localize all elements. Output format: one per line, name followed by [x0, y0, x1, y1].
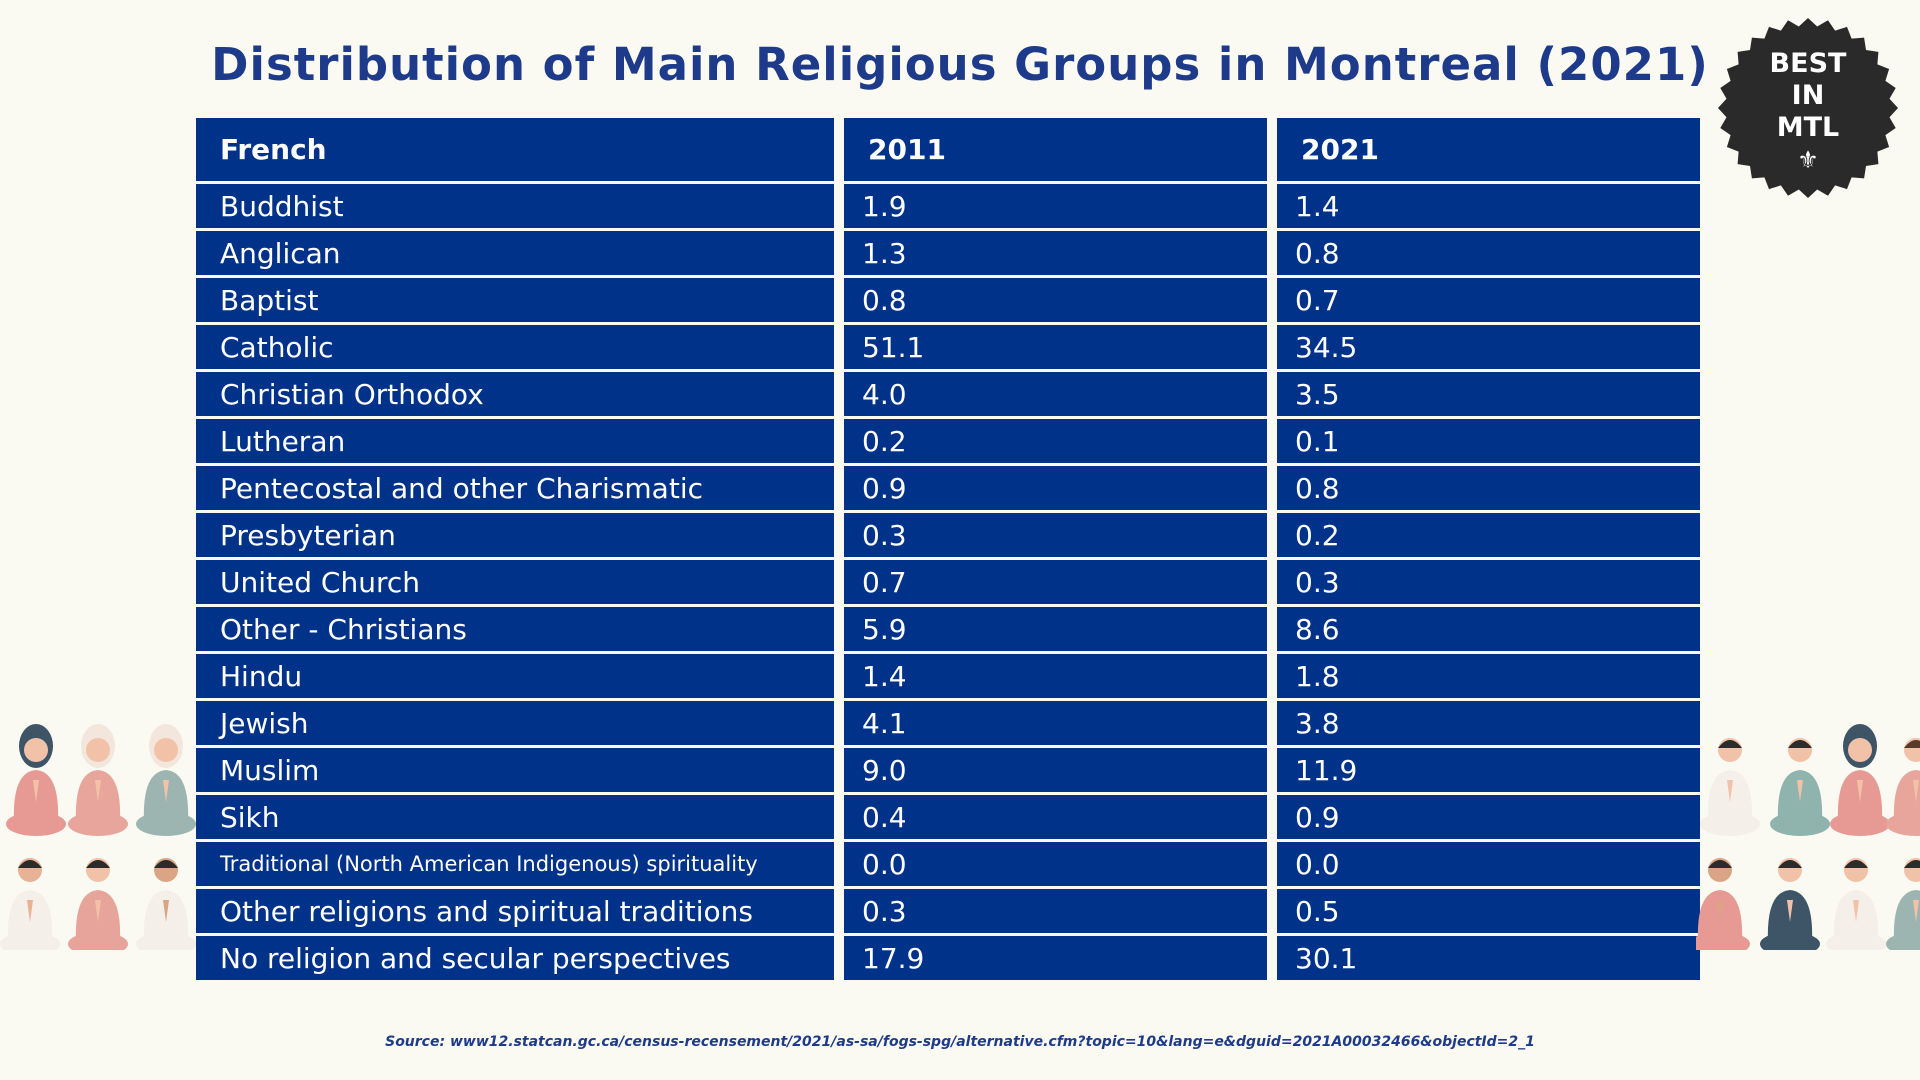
row-value-2011: 0.2: [844, 419, 1277, 466]
praying-person-icon: [1826, 858, 1886, 950]
row-value-2021: 3.8: [1277, 701, 1700, 748]
row-group-name: Sikh: [196, 795, 844, 842]
table-row: Muslim 9.0 11.9: [196, 748, 1700, 795]
row-value-2021: 0.0: [1277, 842, 1700, 889]
best-in-mtl-badge: BEST IN MTL ⚜: [1716, 16, 1900, 200]
row-value-2011: 0.7: [844, 560, 1277, 607]
page-title: Distribution of Main Religious Groups in…: [211, 38, 1709, 91]
row-value-2021: 0.3: [1277, 560, 1700, 607]
table-row: Buddhist 1.9 1.4: [196, 184, 1700, 231]
table-header-row: French 2011 2021: [196, 118, 1700, 184]
table-row: Hindu 1.4 1.8: [196, 654, 1700, 701]
row-value-2011: 4.1: [844, 701, 1277, 748]
row-value-2011: 9.0: [844, 748, 1277, 795]
row-value-2021: 11.9: [1277, 748, 1700, 795]
row-value-2011: 0.0: [844, 842, 1277, 889]
badge-line-2: IN: [1791, 80, 1825, 111]
praying-person-icon: [136, 724, 196, 836]
praying-person-icon: [1886, 738, 1920, 836]
row-group-name: Buddhist: [196, 184, 844, 231]
row-group-name: Baptist: [196, 278, 844, 325]
row-value-2011: 0.8: [844, 278, 1277, 325]
row-value-2011: 5.9: [844, 607, 1277, 654]
praying-people-illustration-right: [1696, 724, 1920, 950]
praying-person-icon: [1696, 858, 1750, 950]
praying-person-icon: [0, 858, 60, 950]
row-value-2011: 51.1: [844, 325, 1277, 372]
row-group-name: Muslim: [196, 748, 844, 795]
row-group-name: Anglican: [196, 231, 844, 278]
row-value-2021: 1.8: [1277, 654, 1700, 701]
row-value-2011: 4.0: [844, 372, 1277, 419]
table-row: Christian Orthodox 4.0 3.5: [196, 372, 1700, 419]
table-row: Catholic 51.1 34.5: [196, 325, 1700, 372]
row-value-2021: 0.5: [1277, 889, 1700, 936]
table-row: Baptist 0.8 0.7: [196, 278, 1700, 325]
row-value-2021: 3.5: [1277, 372, 1700, 419]
row-group-name: Other religions and spiritual traditions: [196, 889, 844, 936]
row-value-2011: 1.3: [844, 231, 1277, 278]
source-note: Source: www12.statcan.gc.ca/census-recen…: [385, 1034, 1535, 1050]
row-group-name: United Church: [196, 560, 844, 607]
badge-line-1: BEST: [1769, 48, 1847, 79]
row-group-name: No religion and secular perspectives: [196, 936, 844, 983]
header-french: French: [196, 118, 844, 184]
praying-person-icon: [136, 858, 196, 950]
religious-groups-table: French 2011 2021 Buddhist 1.9 1.4 Anglican 1…: [196, 118, 1700, 983]
row-value-2011: 1.4: [844, 654, 1277, 701]
row-group-name: Other - Christians: [196, 607, 844, 654]
header-2021: 2021: [1277, 118, 1700, 184]
row-group-name: Christian Orthodox: [196, 372, 844, 419]
row-value-2011: 0.3: [844, 889, 1277, 936]
table-row: Anglican 1.3 0.8: [196, 231, 1700, 278]
praying-person-icon: [1770, 738, 1830, 836]
row-value-2011: 0.9: [844, 466, 1277, 513]
praying-person-icon: [1830, 724, 1890, 836]
table-row: Pentecostal and other Charismatic 0.9 0.8: [196, 466, 1700, 513]
row-value-2021: 0.7: [1277, 278, 1700, 325]
fleur-de-lis-icon: ⚜: [1797, 146, 1819, 174]
header-2011: 2011: [844, 118, 1277, 184]
row-value-2011: 0.4: [844, 795, 1277, 842]
row-value-2021: 0.8: [1277, 466, 1700, 513]
row-group-name: Traditional (North American Indigenous) …: [196, 842, 844, 889]
row-value-2021: 1.4: [1277, 184, 1700, 231]
row-group-name: Lutheran: [196, 419, 844, 466]
praying-person-icon: [1700, 738, 1760, 836]
row-value-2021: 0.9: [1277, 795, 1700, 842]
row-value-2021: 0.1: [1277, 419, 1700, 466]
praying-person-icon: [1886, 858, 1920, 950]
row-value-2021: 0.8: [1277, 231, 1700, 278]
badge-text: BEST IN MTL: [1716, 48, 1900, 144]
praying-person-icon: [1760, 858, 1820, 950]
row-group-name: Jewish: [196, 701, 844, 748]
table-row: Presbyterian 0.3 0.2: [196, 513, 1700, 560]
table-row: Jewish 4.1 3.8: [196, 701, 1700, 748]
badge-seal-shape: [1718, 18, 1898, 198]
row-group-name: Catholic: [196, 325, 844, 372]
row-value-2011: 0.3: [844, 513, 1277, 560]
table-row: Lutheran 0.2 0.1: [196, 419, 1700, 466]
row-group-name: Hindu: [196, 654, 844, 701]
row-group-name: Presbyterian: [196, 513, 844, 560]
table-row: United Church 0.7 0.3: [196, 560, 1700, 607]
row-value-2021: 30.1: [1277, 936, 1700, 983]
table-row: Other - Christians 5.9 8.6: [196, 607, 1700, 654]
praying-people-illustration-left: [0, 724, 196, 950]
table-row: Sikh 0.4 0.9: [196, 795, 1700, 842]
row-group-name: Pentecostal and other Charismatic: [196, 466, 844, 513]
praying-person-icon: [6, 724, 66, 836]
row-value-2021: 8.6: [1277, 607, 1700, 654]
row-value-2021: 34.5: [1277, 325, 1700, 372]
table-row: Other religions and spiritual traditions…: [196, 889, 1700, 936]
badge-line-3: MTL: [1776, 112, 1840, 143]
praying-person-icon: [68, 724, 128, 836]
row-value-2011: 17.9: [844, 936, 1277, 983]
table-row: No religion and secular perspectives 17.9…: [196, 936, 1700, 983]
table-row: Traditional (North American Indigenous) …: [196, 842, 1700, 889]
row-value-2011: 1.9: [844, 184, 1277, 231]
row-value-2021: 0.2: [1277, 513, 1700, 560]
praying-person-icon: [68, 858, 128, 950]
